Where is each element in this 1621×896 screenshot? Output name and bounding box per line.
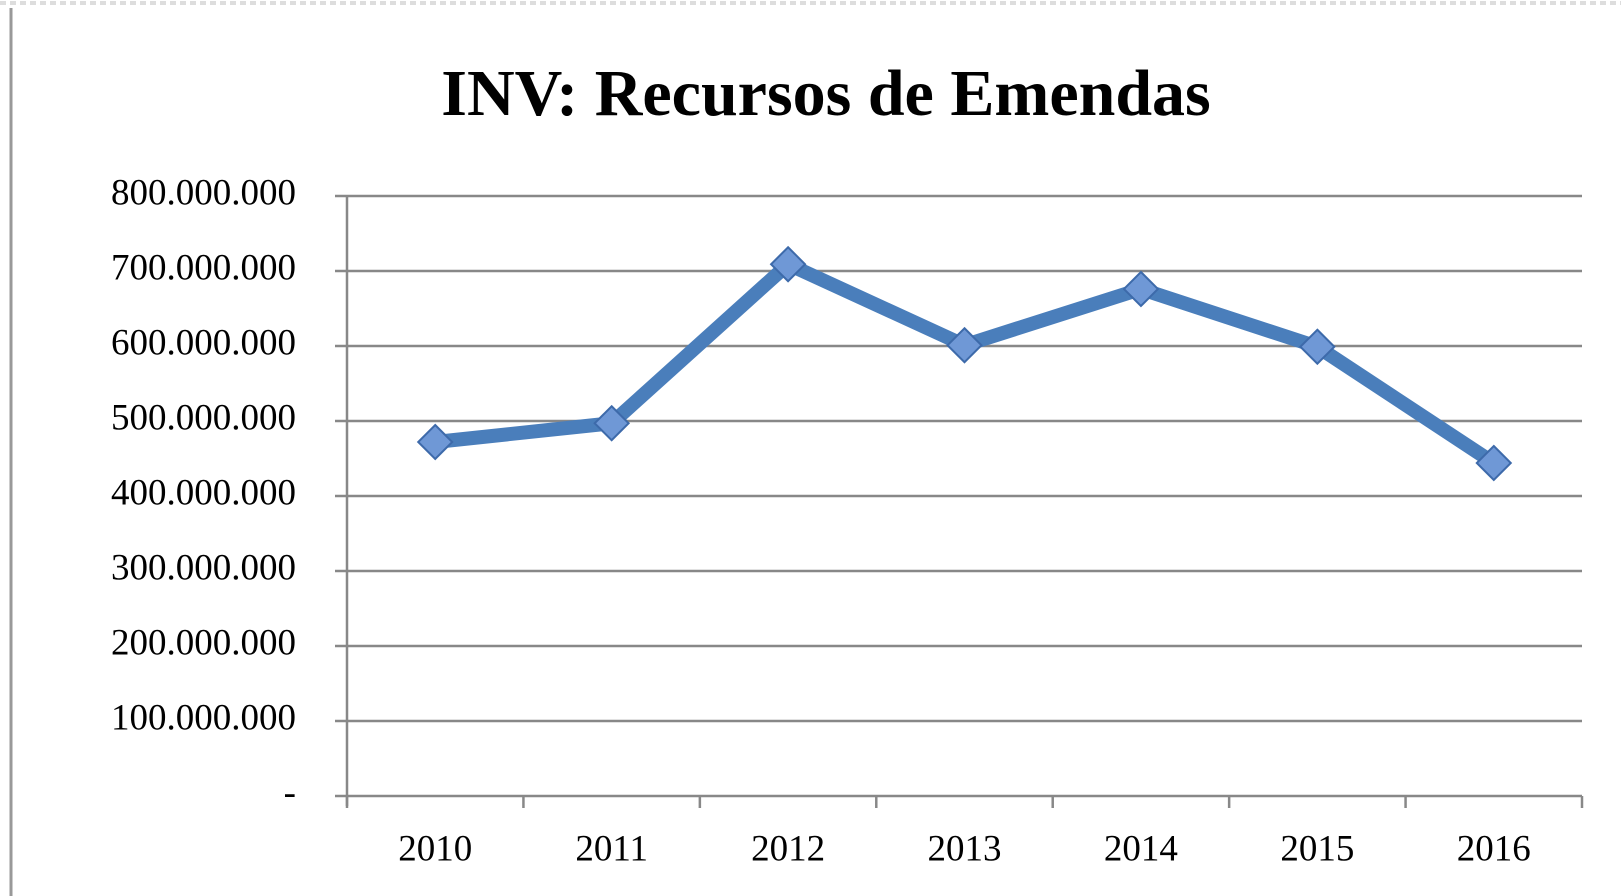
y-tick-label: 200.000.000 xyxy=(111,622,296,663)
data-point xyxy=(1298,328,1336,366)
y-tick-label: 700.000.000 xyxy=(111,247,296,288)
x-tick-label: 2012 xyxy=(751,828,825,869)
data-point xyxy=(769,245,807,283)
x-tick-label: 2011 xyxy=(575,828,648,869)
data-point xyxy=(946,326,983,364)
x-tick-label: 2010 xyxy=(398,828,472,869)
y-tick-label: 600.000.000 xyxy=(111,322,296,363)
data-point xyxy=(1122,270,1160,308)
x-tick-label: 2014 xyxy=(1104,828,1178,869)
chart-title: INV: Recursos de Emendas xyxy=(441,57,1210,130)
x-tick-label: 2015 xyxy=(1280,828,1354,869)
data-point xyxy=(416,423,454,461)
data-point xyxy=(1475,444,1513,482)
y-tick-label: 500.000.000 xyxy=(111,397,296,438)
y-tick-label: - xyxy=(284,772,296,813)
y-tick-label: 100.000.000 xyxy=(111,697,296,738)
y-tick-label: 400.000.000 xyxy=(111,472,296,513)
y-tick-label: 300.000.000 xyxy=(111,547,296,588)
x-tick-label: 2013 xyxy=(928,828,1002,869)
y-tick-label: 800.000.000 xyxy=(111,172,296,213)
x-tick-label: 2016 xyxy=(1457,828,1531,869)
data-point xyxy=(593,404,631,442)
